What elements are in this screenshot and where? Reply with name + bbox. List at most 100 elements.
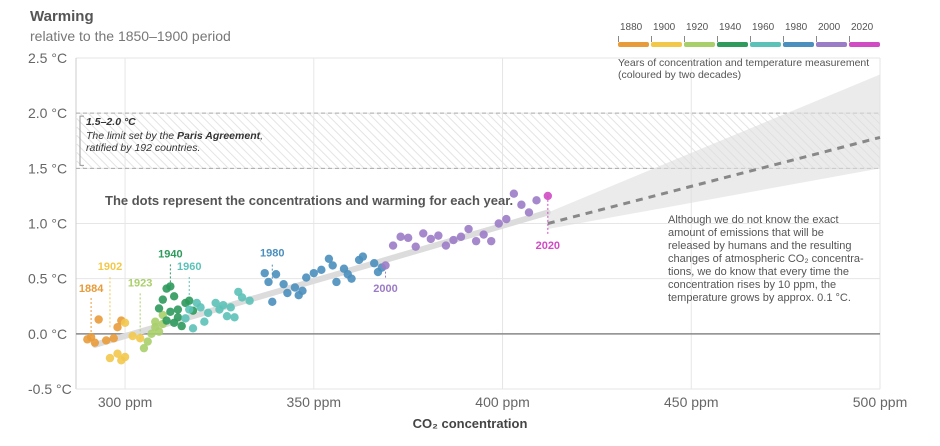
side-note-line: released by humans and the resulting (668, 240, 852, 252)
data-point (419, 229, 428, 238)
data-point (237, 293, 247, 302)
data-point (524, 208, 534, 217)
data-point (324, 254, 334, 264)
data-point (283, 288, 292, 298)
year-label: 1884 (79, 283, 104, 295)
legend-year-label: 1880 (620, 22, 643, 33)
data-point (347, 274, 356, 283)
paris-desc-post: , (260, 130, 264, 142)
y-tick-label: 1.0 °C (28, 216, 67, 232)
data-point (151, 317, 160, 326)
data-point (494, 219, 503, 228)
data-point (487, 236, 496, 246)
legend-year-label: 1940 (719, 22, 742, 33)
legend-color-bar (816, 42, 847, 47)
legend-color-bar (849, 42, 880, 47)
data-point (139, 343, 149, 353)
side-note: Although we do not know the exact amount… (668, 214, 878, 305)
legend-note-line-2: (coloured by two decades) (618, 69, 742, 81)
data-point (532, 196, 541, 205)
side-note-line: changes of atmospheric CO₂ concentra- (668, 253, 864, 265)
data-point (471, 236, 481, 246)
year-legend: 1880 1900 1920 1940 1960 1980 2000 2020 Years o… (618, 22, 880, 81)
year-label: 2000 (373, 283, 397, 295)
legend-color-bar (717, 42, 748, 47)
data-point (162, 316, 171, 325)
data-point (290, 283, 300, 292)
x-tick-label: 300 ppm (98, 394, 152, 410)
data-point (411, 242, 420, 251)
data-point (135, 334, 145, 343)
data-point (105, 353, 115, 363)
data-point (332, 277, 341, 287)
legend-color-bar (684, 42, 715, 47)
data-point (101, 336, 111, 345)
legend-item: 1880 (618, 22, 649, 47)
data-point (388, 241, 398, 250)
data-point (185, 296, 194, 305)
legend-tick (816, 36, 847, 42)
data-point (188, 324, 198, 333)
data-point (147, 329, 156, 339)
paris-description: The limit set by the Paris Agreement, (86, 130, 326, 142)
data-point (173, 313, 183, 322)
chart-title: Warming (30, 8, 94, 25)
data-point (226, 303, 235, 312)
data-point (509, 189, 519, 198)
data-point (479, 230, 488, 239)
data-point (177, 321, 186, 331)
legend-item: 2020 (849, 22, 880, 47)
data-point (543, 191, 553, 201)
data-point (143, 337, 152, 346)
legend-year-label: 1980 (785, 22, 808, 33)
paris-description-line-2: ratified by 192 countries. (86, 142, 201, 154)
data-point (94, 315, 103, 324)
data-point (369, 259, 379, 268)
data-point (381, 261, 390, 270)
legend-item: 1980 (783, 22, 814, 47)
data-point (128, 331, 137, 341)
data-point (196, 303, 205, 312)
side-note-line: Although we do not know the exact (668, 214, 839, 226)
side-note-line: concentration rises by 10 ppm, the (668, 279, 837, 291)
data-point (396, 232, 405, 241)
data-point (185, 305, 194, 314)
data-point (309, 268, 319, 278)
data-point (441, 241, 451, 250)
legend-note: Years of concentration and temperature m… (618, 57, 888, 81)
data-point (456, 232, 466, 241)
data-point (328, 261, 337, 270)
side-note-line: tions, we do know that every time the (668, 266, 849, 278)
data-point (279, 279, 288, 289)
paris-desc-bold: Paris Agreement (177, 130, 261, 142)
legend-year-label: 1900 (653, 22, 676, 33)
x-tick-label: 450 ppm (664, 394, 718, 410)
year-label: 1902 (98, 261, 122, 273)
x-tick-label: 350 ppm (287, 394, 341, 410)
projection-line (547, 135, 881, 225)
data-point (166, 282, 175, 291)
data-point (219, 300, 228, 310)
legend-note-line-1: Years of concentration and temperature m… (618, 57, 870, 69)
year-label: 1960 (177, 261, 201, 273)
year-label: 1940 (158, 249, 182, 261)
legend-year-label: 1920 (686, 22, 709, 33)
data-point (426, 234, 436, 244)
data-point (271, 270, 281, 279)
side-note-line: amount of emissions that will be (668, 227, 824, 239)
y-tick-label: 2.0 °C (28, 105, 67, 121)
data-point (166, 307, 175, 316)
y-tick-label: 1.5 °C (28, 160, 67, 176)
data-point (302, 273, 311, 282)
data-point (211, 298, 220, 308)
data-point (260, 268, 269, 278)
data-point (154, 327, 164, 336)
year-label: 1980 (260, 248, 284, 260)
data-point (517, 200, 526, 209)
data-point (464, 224, 473, 234)
y-tick-label: 2.5 °C (28, 50, 67, 66)
legend-year-label: 2020 (851, 22, 874, 33)
legend-item: 1920 (684, 22, 715, 47)
legend-tick (618, 36, 649, 42)
data-point (203, 308, 213, 318)
